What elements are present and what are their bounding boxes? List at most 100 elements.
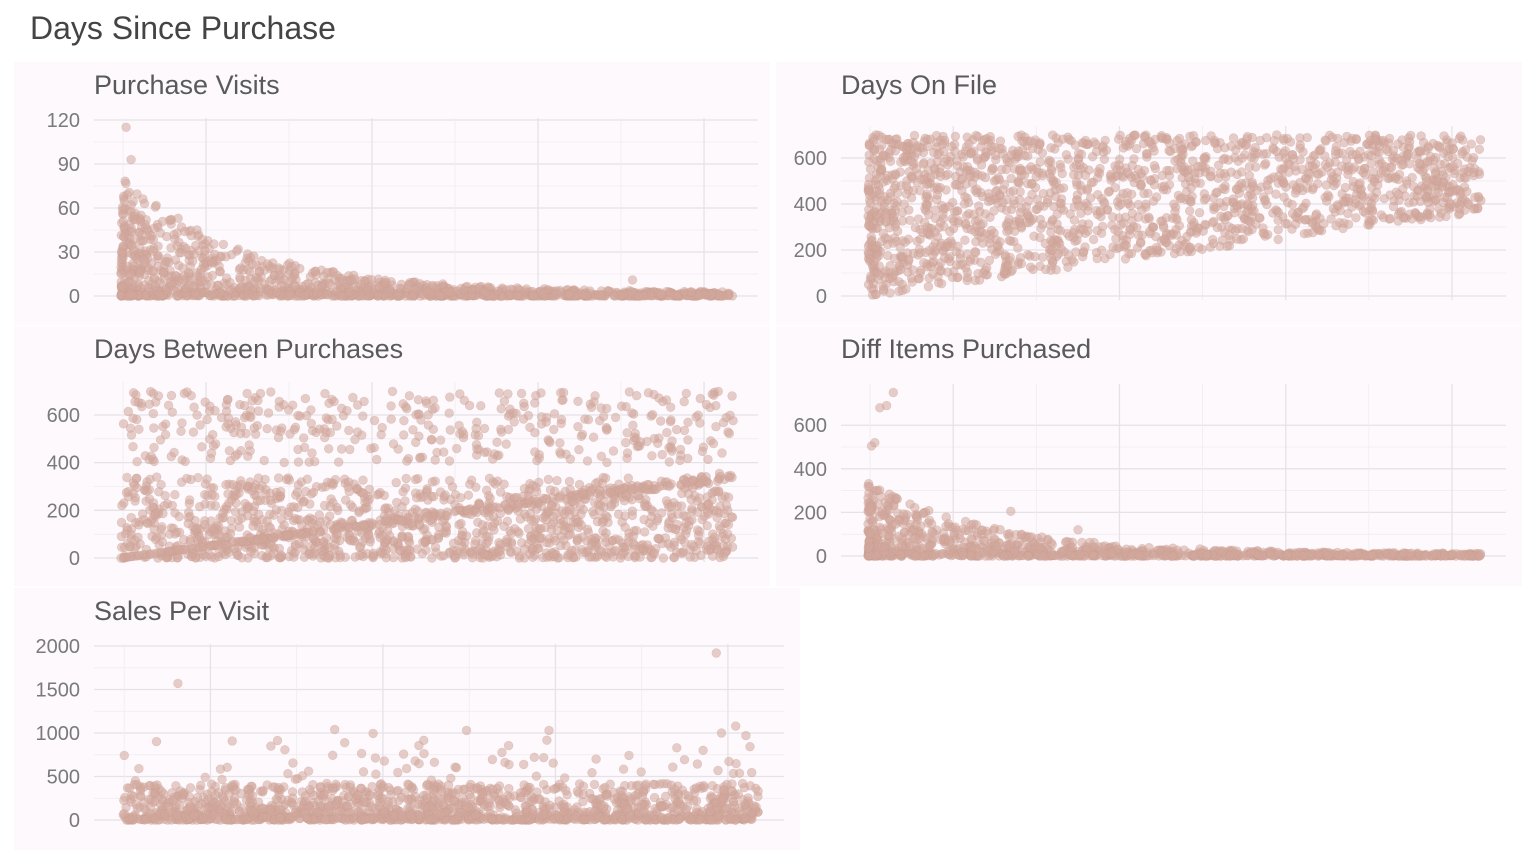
scatter-point	[1177, 193, 1187, 203]
scatter-point	[565, 454, 575, 464]
scatter-point	[1076, 149, 1087, 159]
scatter-point	[297, 520, 307, 530]
scatter-point	[155, 290, 165, 301]
scatter-point	[495, 487, 506, 497]
scatter-point	[707, 288, 717, 299]
scatter-point	[1456, 131, 1466, 141]
scatter-point	[1255, 135, 1265, 146]
scatter-point	[1055, 226, 1066, 236]
scatter-point	[1143, 212, 1154, 222]
scatter-point	[1468, 167, 1479, 178]
scatter-point	[1351, 213, 1361, 223]
scatter-point	[901, 181, 912, 191]
scatter-point	[991, 154, 1001, 165]
scatter-point	[1329, 180, 1339, 191]
scatter-point	[1392, 153, 1402, 164]
scatter-point	[492, 286, 503, 296]
scatter-point	[388, 552, 399, 563]
scatter-point	[1035, 157, 1045, 167]
scatter-point	[965, 170, 975, 180]
scatter-point	[1044, 155, 1054, 166]
scatter-point	[131, 473, 142, 484]
scatter-point	[532, 544, 543, 554]
scatter-point	[1136, 180, 1147, 190]
scatter-point	[631, 390, 642, 401]
scatter-point	[452, 443, 462, 454]
scatter-point	[301, 486, 311, 497]
scatter-point	[1224, 222, 1234, 232]
scatter-point	[472, 507, 482, 518]
scatter-point	[1351, 133, 1361, 144]
scatter-point	[1236, 178, 1247, 189]
scatter-point	[620, 522, 630, 533]
scatter-point	[513, 506, 523, 516]
scatter-point	[1064, 231, 1074, 241]
scatter-point	[695, 418, 705, 428]
scatter-point	[276, 426, 286, 436]
scatter-point	[627, 287, 637, 297]
scatter-point	[1114, 160, 1124, 170]
scatter-point	[310, 266, 320, 277]
scatter-point	[869, 135, 879, 145]
scatter-point	[1209, 216, 1219, 227]
scatter-point	[686, 494, 696, 505]
scatter-point	[236, 479, 246, 490]
scatter-point	[158, 268, 169, 278]
scatter-point	[627, 408, 637, 418]
scatter-point	[657, 449, 667, 460]
scatter-point	[322, 290, 333, 300]
scatter-point	[415, 279, 425, 289]
scatter-point	[300, 393, 311, 404]
scatter-point	[324, 444, 334, 454]
scatter-point	[532, 504, 542, 514]
scatter-point	[473, 430, 484, 441]
scatter-point	[1087, 151, 1098, 162]
scatter-point	[1405, 130, 1416, 141]
scatter-point	[1250, 149, 1260, 159]
scatter-point	[1127, 216, 1137, 226]
scatter-point	[577, 290, 588, 300]
scatter-point	[1369, 176, 1379, 187]
scatter-point	[641, 495, 651, 505]
scatter-point	[499, 396, 510, 406]
scatter-point	[564, 289, 574, 300]
scatter-point	[1100, 253, 1110, 264]
scatter-point	[119, 196, 130, 206]
panel-title: Purchase Visits	[94, 70, 280, 100]
scatter-point	[1404, 159, 1415, 169]
scatter-point	[662, 427, 672, 438]
scatter-point	[1244, 162, 1255, 172]
scatter-point	[409, 512, 419, 522]
scatter-point	[1144, 137, 1154, 147]
scatter-point	[1101, 145, 1112, 156]
scatter-point	[609, 291, 619, 301]
scatter-point	[279, 457, 289, 468]
scatter-point	[1191, 137, 1201, 147]
scatter-point	[415, 453, 425, 463]
scatter-point	[1042, 197, 1053, 208]
scatter-point	[869, 257, 879, 267]
scatter-point	[624, 387, 635, 397]
scatter-point	[413, 395, 424, 405]
scatter-point	[293, 410, 303, 421]
scatter-point	[284, 290, 294, 301]
scatter-point	[887, 272, 897, 283]
scatter-point	[1040, 264, 1051, 275]
scatter-point	[695, 539, 705, 549]
scatter-point	[693, 410, 703, 420]
scatter-point	[975, 226, 985, 237]
scatter-point	[573, 396, 583, 407]
scatter-point	[235, 263, 246, 273]
scatter-point	[304, 457, 314, 467]
scatter-point	[127, 240, 137, 250]
scatter-point	[1356, 165, 1366, 175]
scatter-point	[372, 291, 383, 301]
scatter-point	[426, 434, 437, 445]
scatter-point	[173, 213, 183, 224]
scatter-point	[1303, 175, 1314, 185]
scatter-point	[703, 546, 713, 556]
scatter-point	[1269, 135, 1279, 146]
scatter-point	[703, 454, 713, 465]
scatter-point	[528, 290, 539, 301]
scatter-point	[514, 528, 524, 539]
